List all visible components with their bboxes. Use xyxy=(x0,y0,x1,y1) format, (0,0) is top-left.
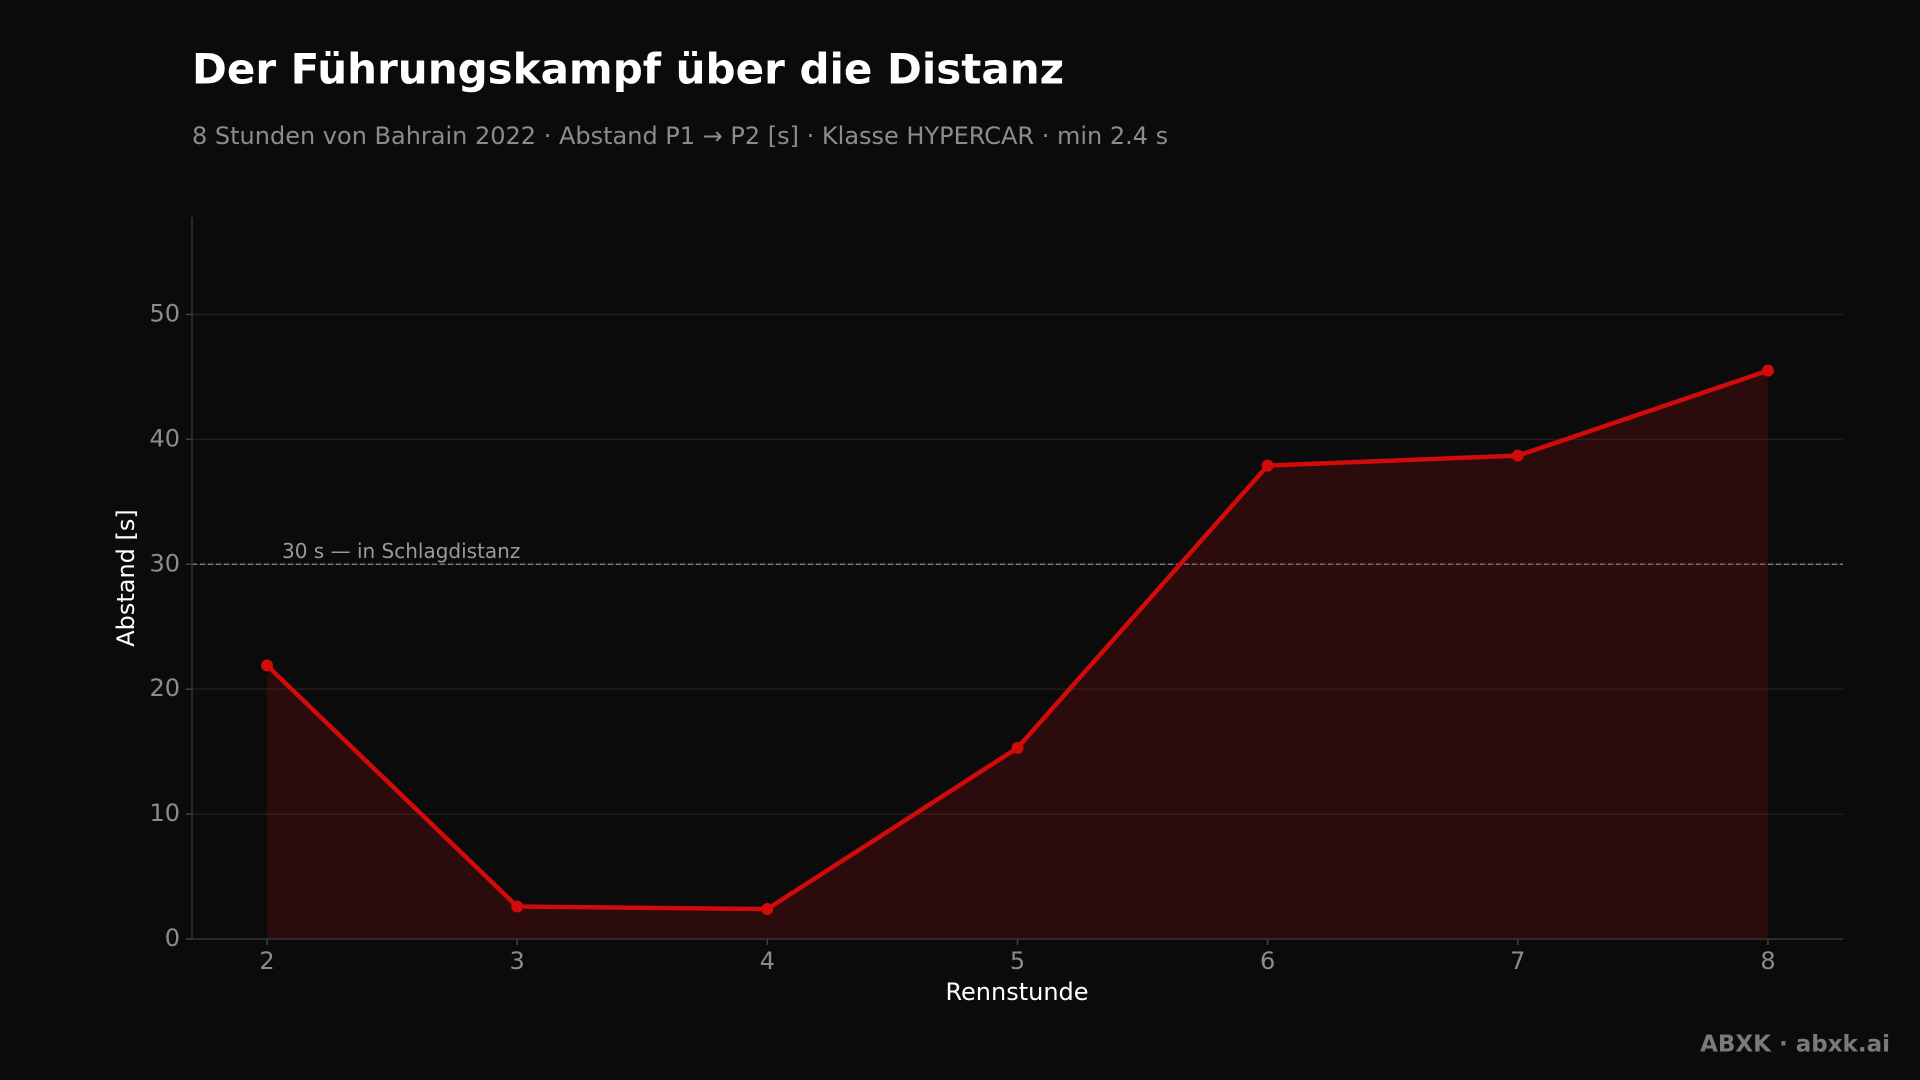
chart-subtitle: 8 Stunden von Bahrain 2022 · Abstand P1 … xyxy=(192,122,1168,150)
reference-label: 30 s — in Schlagdistanz xyxy=(282,539,520,563)
x-tick-label: 6 xyxy=(1260,947,1275,975)
x-tick-label: 5 xyxy=(1010,947,1025,975)
x-tick-label: 2 xyxy=(259,947,274,975)
point xyxy=(511,900,524,913)
x-tick-label: 7 xyxy=(1510,947,1525,975)
y-tick-label: 20 xyxy=(149,674,180,702)
area xyxy=(267,370,1768,940)
y-tick-label: 0 xyxy=(165,924,180,952)
point xyxy=(1511,449,1524,462)
footer: ABXK · abxk.ai xyxy=(1700,1032,1890,1058)
y-tick-label: 40 xyxy=(149,424,180,452)
point xyxy=(761,903,774,916)
x-tick-label: 8 xyxy=(1760,947,1775,975)
x-tick-label: 3 xyxy=(510,947,525,975)
y-tick-label: 30 xyxy=(149,549,180,577)
y-tick-label: 10 xyxy=(149,799,180,827)
point xyxy=(1011,741,1024,754)
x-tick-label: 4 xyxy=(760,947,775,975)
point xyxy=(1261,459,1274,472)
y-axis-label: Abstand [s] xyxy=(112,509,140,647)
point xyxy=(261,659,274,672)
x-axis-label: Rennstunde xyxy=(945,978,1088,1006)
chart-title: Der Führungskampf über die Distanz xyxy=(192,45,1064,94)
point xyxy=(1761,364,1774,377)
y-tick-label: 50 xyxy=(149,299,180,327)
